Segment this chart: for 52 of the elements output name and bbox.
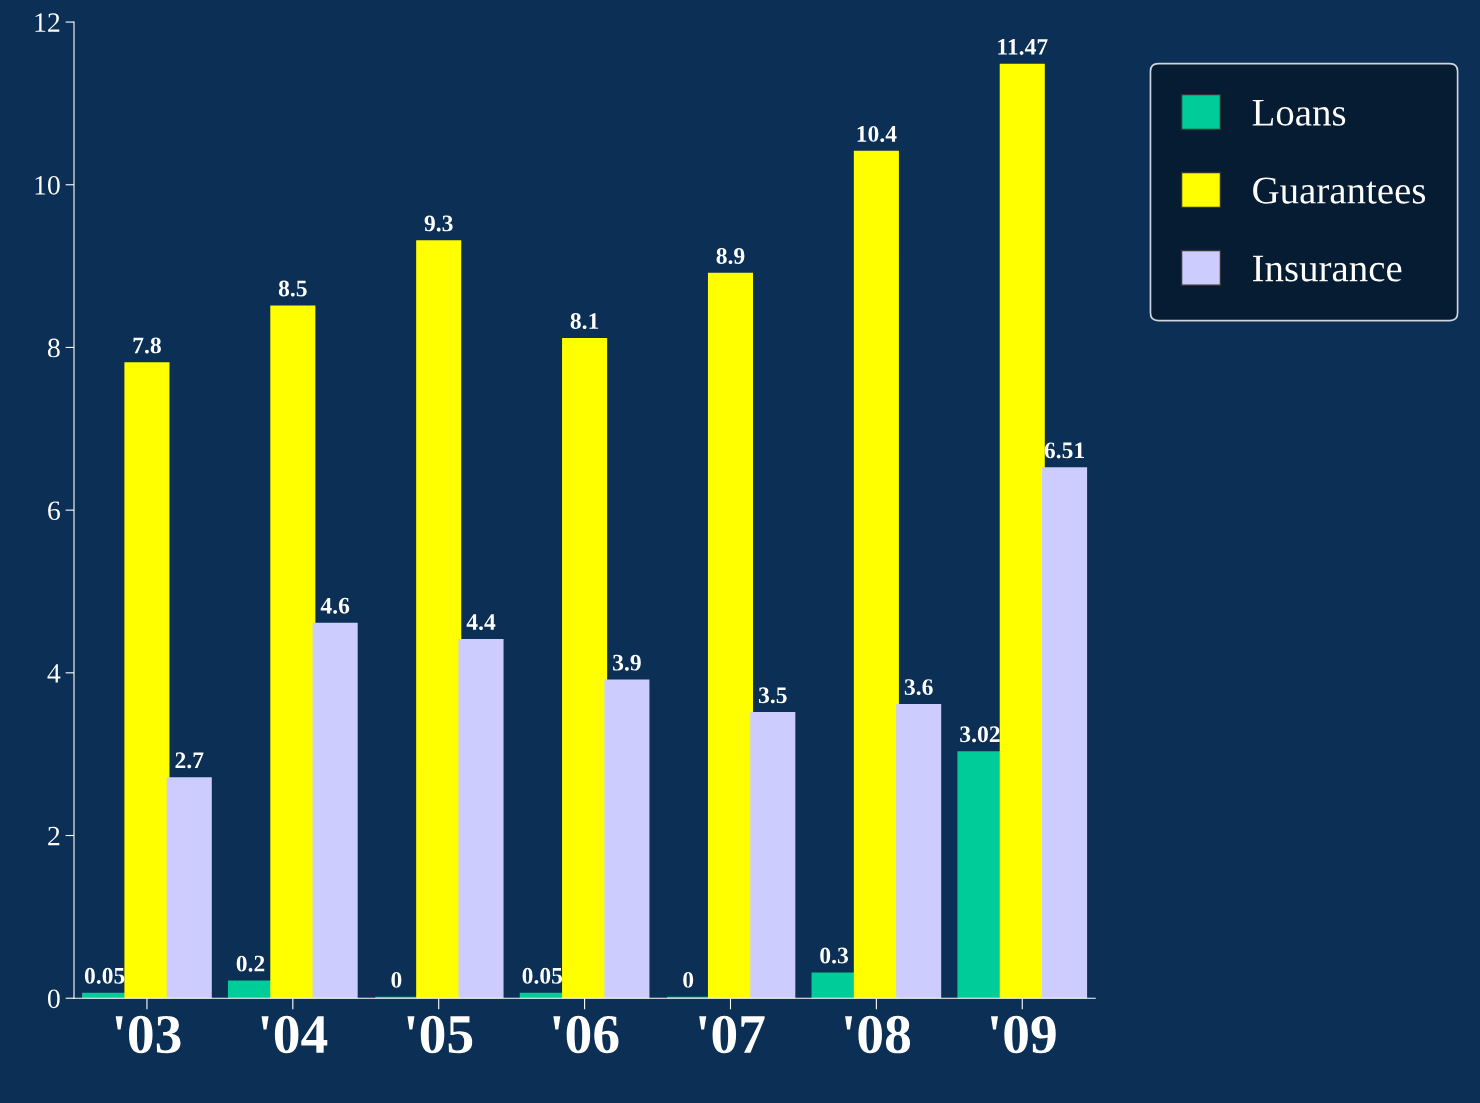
bar — [811, 972, 857, 999]
data-label: 4.4 — [466, 614, 496, 631]
bar — [999, 63, 1045, 999]
data-label: 2.7 — [175, 752, 204, 769]
data-label: 0.05 — [522, 967, 563, 984]
bar — [853, 150, 899, 999]
x-tick-label: '08 — [845, 1015, 911, 1054]
data-label: 8.9 — [716, 247, 745, 264]
y-tick-label: 12 — [35, 13, 60, 32]
data-label: 7.8 — [133, 337, 161, 354]
data-label: 3.5 — [758, 687, 787, 704]
bar — [562, 337, 608, 999]
bar — [270, 305, 316, 999]
y-tick-label: 6 — [48, 501, 60, 521]
bar — [416, 240, 462, 999]
data-label: 10.4 — [857, 125, 897, 142]
x-tick-label: '05 — [407, 1015, 473, 1054]
data-label: 8.1 — [570, 313, 599, 330]
data-label: 11.47 — [998, 39, 1048, 55]
x-tick-label: '07 — [699, 1015, 765, 1054]
x-tick-label: '04 — [261, 1015, 328, 1054]
bar — [896, 703, 942, 999]
bar — [707, 272, 754, 999]
data-label: 3.02 — [960, 726, 1000, 743]
y-tick-label: 0 — [47, 989, 60, 1009]
data-label: 0 — [683, 971, 694, 988]
bar — [458, 638, 504, 999]
data-label: 3.9 — [613, 654, 641, 671]
bar — [312, 622, 358, 999]
data-label: 0.3 — [820, 947, 849, 964]
bar — [604, 679, 650, 999]
bar — [166, 777, 212, 999]
y-tick-label: 10 — [35, 175, 60, 195]
bar — [1042, 467, 1088, 999]
x-tick-label: '06 — [553, 1015, 619, 1054]
x-tick-label: '03 — [115, 1015, 181, 1054]
bar — [750, 712, 796, 999]
legend-label: Insurance — [1252, 255, 1402, 282]
data-label: 9.3 — [424, 215, 453, 232]
y-tick-label: 4 — [47, 664, 61, 683]
data-label: 3.6 — [904, 679, 933, 696]
bar — [124, 362, 170, 999]
legend-label: Loans — [1252, 99, 1346, 126]
y-tick-label: 2 — [48, 826, 60, 846]
data-label: 4.6 — [320, 597, 350, 614]
legend-label: Guarantees — [1253, 177, 1426, 204]
x-tick-label: '09 — [991, 1015, 1056, 1054]
y-tick-label: 8 — [47, 338, 60, 358]
data-label: 0 — [391, 971, 402, 988]
data-label: 8.5 — [278, 280, 307, 297]
data-label: 0.2 — [236, 955, 265, 972]
bar — [957, 751, 1003, 999]
